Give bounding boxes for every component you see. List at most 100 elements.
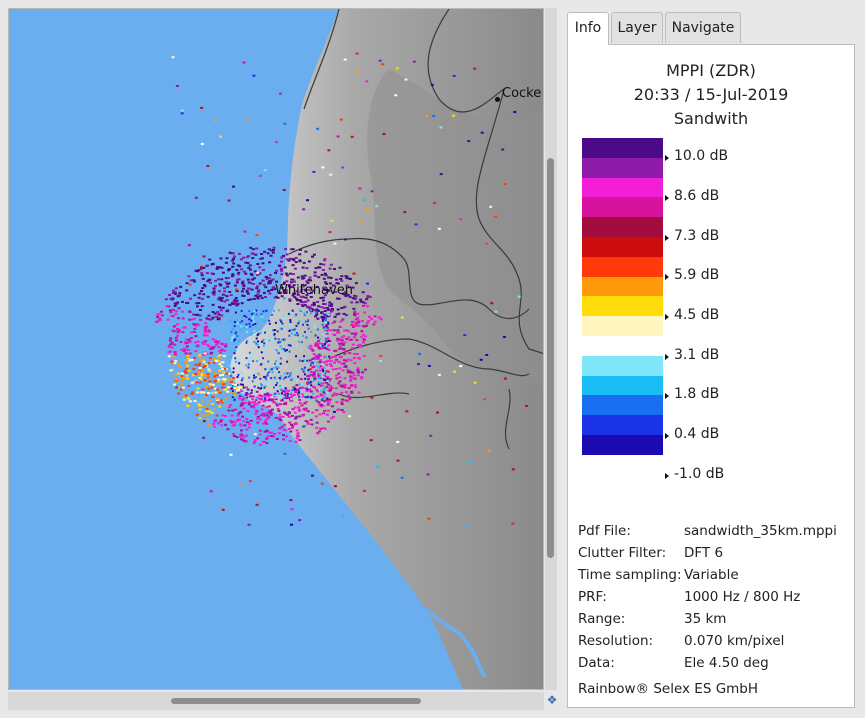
radar-echo-point bbox=[174, 292, 177, 295]
radar-echo-point bbox=[335, 313, 339, 316]
radar-echo-point bbox=[181, 331, 185, 334]
radar-echo-point bbox=[187, 275, 191, 278]
radar-echo-point bbox=[362, 301, 366, 304]
radar-echo-point bbox=[348, 375, 352, 378]
radar-echo-point bbox=[206, 402, 210, 405]
radar-echo-point bbox=[279, 267, 283, 270]
radar-echo-point bbox=[326, 322, 330, 325]
radar-echo-point bbox=[303, 366, 306, 369]
radar-echo-point bbox=[224, 261, 228, 264]
radar-echo-point bbox=[365, 80, 369, 83]
radar-echo-point bbox=[255, 390, 259, 393]
radar-map-view[interactable]: Cocke Whitehaven bbox=[8, 8, 544, 690]
radar-echo-point bbox=[231, 396, 234, 399]
radar-echo-point bbox=[302, 277, 306, 280]
radar-echo-point bbox=[209, 348, 213, 351]
radar-echo-point bbox=[323, 387, 326, 390]
radar-echo-point bbox=[323, 310, 327, 312]
radar-echo-point bbox=[340, 401, 344, 404]
tab-navigate[interactable]: Navigate bbox=[665, 12, 741, 43]
radar-echo-point bbox=[230, 381, 233, 384]
radar-echo-point bbox=[217, 391, 220, 394]
tab-info[interactable]: Info bbox=[567, 12, 609, 45]
radar-echo-point bbox=[317, 336, 319, 339]
radar-echo-point bbox=[265, 417, 269, 420]
radar-echo-point bbox=[210, 386, 214, 389]
radar-echo-point bbox=[252, 320, 255, 323]
radar-echo-point bbox=[271, 330, 274, 333]
radar-echo-point bbox=[268, 370, 271, 373]
radar-echo-point bbox=[196, 305, 199, 308]
horizontal-scroll-thumb[interactable] bbox=[171, 698, 421, 704]
radar-echo-point bbox=[298, 401, 302, 404]
radar-echo-point bbox=[296, 334, 299, 337]
radar-echo-point bbox=[351, 320, 355, 323]
map-horizontal-scrollbar[interactable] bbox=[8, 692, 544, 710]
radar-echo-point bbox=[329, 263, 333, 266]
radar-echo-point bbox=[335, 401, 339, 404]
radar-echo-point bbox=[281, 338, 283, 341]
radar-echo-point bbox=[297, 322, 300, 325]
radar-echo-point bbox=[277, 410, 281, 412]
radar-echo-point bbox=[170, 346, 174, 349]
radar-echo-point bbox=[346, 294, 350, 297]
legend-color-box bbox=[582, 395, 663, 416]
radar-echo-point bbox=[345, 350, 349, 353]
radar-echo-point bbox=[294, 314, 297, 317]
radar-echo-point bbox=[310, 362, 313, 365]
radar-echo-point bbox=[320, 273, 324, 276]
radar-echo-point bbox=[294, 440, 298, 443]
radar-echo-point bbox=[207, 376, 210, 379]
radar-echo-point bbox=[308, 386, 311, 389]
legend-color-box bbox=[582, 138, 663, 158]
radar-echo-point bbox=[190, 393, 194, 395]
radar-echo-point bbox=[287, 375, 290, 378]
radar-echo-point bbox=[286, 413, 289, 416]
tab-layer[interactable]: Layer bbox=[611, 12, 663, 43]
radar-echo-point bbox=[205, 410, 209, 413]
radar-echo-point bbox=[303, 355, 306, 358]
radar-echo-point bbox=[329, 173, 333, 176]
radar-echo-point bbox=[277, 432, 281, 435]
radar-echo-point bbox=[262, 291, 266, 294]
radar-echo-point bbox=[217, 316, 221, 319]
radar-echo-point bbox=[338, 345, 342, 348]
radar-echo-point bbox=[218, 374, 222, 377]
radar-echo-point bbox=[221, 378, 225, 381]
map-vertical-scrollbar[interactable] bbox=[545, 8, 557, 690]
radar-echo-point bbox=[247, 426, 251, 429]
radar-echo-point bbox=[230, 387, 233, 390]
radar-echo-point bbox=[266, 327, 269, 330]
map-pan-icon[interactable]: ❖ bbox=[546, 693, 558, 707]
radar-echo-point bbox=[315, 388, 319, 391]
radar-echo-point bbox=[338, 266, 342, 269]
radar-echo-point bbox=[279, 385, 282, 388]
radar-echo-point bbox=[248, 264, 252, 267]
radar-echo-point bbox=[242, 396, 246, 399]
radar-echo-point bbox=[294, 423, 298, 425]
radar-echo-point bbox=[179, 382, 183, 385]
radar-echo-point bbox=[325, 331, 328, 334]
radar-echo-point bbox=[223, 300, 227, 303]
radar-echo-point bbox=[295, 415, 299, 418]
radar-echo-point bbox=[249, 282, 253, 285]
radar-echo-point bbox=[222, 383, 226, 386]
map-canvas[interactable] bbox=[9, 9, 544, 690]
radar-echo-point bbox=[232, 398, 235, 401]
radar-echo-point bbox=[305, 293, 309, 296]
radar-echo-point bbox=[317, 366, 320, 369]
radar-echo-point bbox=[307, 380, 310, 383]
radar-echo-point bbox=[263, 340, 266, 343]
vertical-scroll-thumb[interactable] bbox=[547, 158, 554, 558]
radar-echo-point bbox=[429, 434, 433, 437]
radar-echo-point bbox=[240, 401, 244, 404]
radar-echo-point bbox=[173, 362, 177, 365]
radar-echo-point bbox=[187, 385, 191, 387]
radar-echo-point bbox=[316, 370, 319, 373]
radar-echo-point bbox=[274, 380, 277, 382]
legend-tick-label: -1.0 dB bbox=[674, 466, 725, 482]
radar-echo-point bbox=[359, 298, 363, 301]
product-title: MPPI (ZDR) bbox=[666, 61, 756, 80]
radar-echo-point bbox=[331, 368, 335, 371]
radar-echo-point bbox=[293, 267, 297, 270]
